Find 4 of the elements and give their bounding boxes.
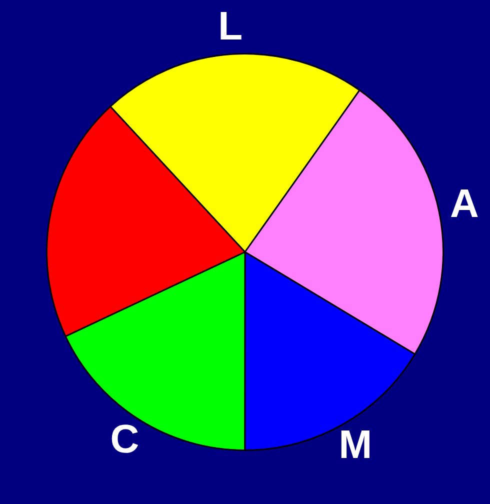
slice-label: C bbox=[110, 417, 140, 462]
slice-label: A bbox=[450, 182, 479, 226]
slice-label: M bbox=[338, 423, 372, 468]
slice-label: L bbox=[218, 4, 243, 48]
